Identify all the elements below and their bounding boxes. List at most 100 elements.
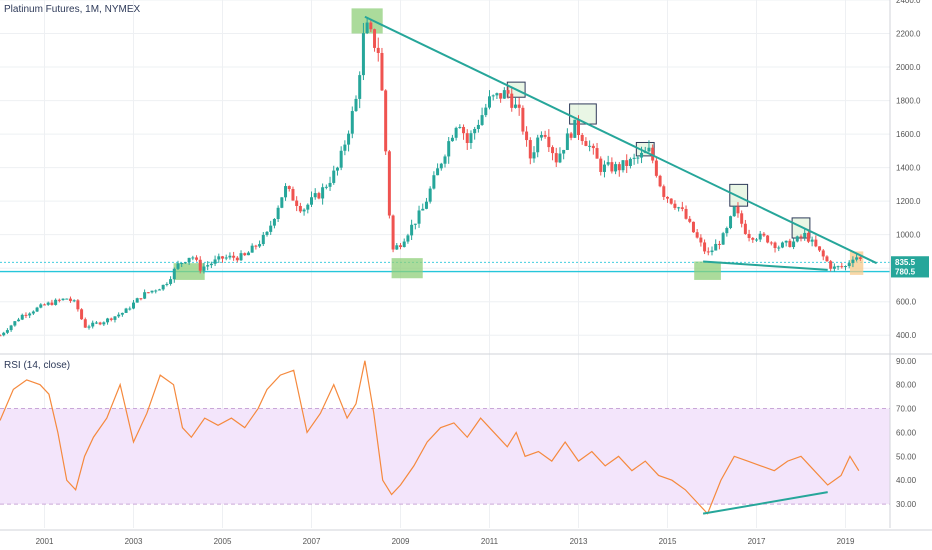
rsi-divergence-line bbox=[702, 491, 828, 515]
candle-body bbox=[488, 96, 491, 108]
candle-body bbox=[228, 255, 232, 258]
candle-body bbox=[810, 239, 814, 242]
candle-body bbox=[406, 235, 410, 242]
candle-body bbox=[551, 147, 555, 154]
candle-body bbox=[402, 241, 406, 248]
candle-body bbox=[521, 107, 525, 132]
candle-body bbox=[269, 225, 273, 232]
time-tick-label: 2019 bbox=[837, 537, 855, 546]
time-tick-label: 2011 bbox=[481, 537, 499, 546]
candle-body bbox=[606, 162, 610, 165]
candles bbox=[0, 17, 862, 337]
candle-body bbox=[424, 201, 428, 209]
candle-body bbox=[450, 137, 454, 142]
candle-body bbox=[751, 238, 755, 240]
candle-body bbox=[258, 244, 262, 247]
candle-body bbox=[821, 250, 825, 257]
candle-body bbox=[784, 240, 788, 243]
rsi-tick-label: 80.00 bbox=[896, 381, 917, 390]
candle-body bbox=[847, 263, 851, 267]
candle-body bbox=[380, 52, 384, 91]
candle-body bbox=[658, 175, 662, 187]
trendlines bbox=[364, 15, 878, 271]
candle-body bbox=[436, 168, 440, 176]
candle-body bbox=[721, 233, 725, 245]
candle-body bbox=[632, 157, 636, 159]
candle-body bbox=[836, 266, 840, 268]
candle-body bbox=[528, 140, 532, 159]
candle-body bbox=[102, 322, 106, 325]
candle-body bbox=[143, 292, 147, 299]
candle-body bbox=[858, 257, 862, 259]
chart-title: Platinum Futures, 1M, NYMEX bbox=[4, 4, 141, 15]
time-tick-label: 2013 bbox=[570, 537, 588, 546]
highlight-box bbox=[694, 261, 721, 280]
rsi-tick-label: 30.00 bbox=[896, 500, 917, 509]
candle-body bbox=[591, 145, 595, 149]
candle-body bbox=[246, 252, 250, 256]
candle-body bbox=[565, 133, 569, 150]
candle-body bbox=[762, 233, 766, 236]
candle-body bbox=[769, 242, 773, 244]
candle-body bbox=[717, 243, 721, 245]
candle-body bbox=[640, 152, 644, 158]
time-tick-label: 2015 bbox=[659, 537, 677, 546]
candle-body bbox=[766, 235, 770, 243]
price-tag-text: 780.5 bbox=[895, 267, 916, 276]
horizontal-lines bbox=[0, 261, 890, 273]
candle-body bbox=[176, 263, 180, 269]
candle-body bbox=[502, 90, 506, 99]
candle-body bbox=[224, 257, 228, 259]
candle-body bbox=[232, 255, 236, 258]
candle-body bbox=[157, 289, 161, 291]
candle-body bbox=[473, 128, 477, 134]
candle-body bbox=[358, 75, 362, 99]
candle-body bbox=[5, 330, 9, 333]
candle-body bbox=[677, 207, 681, 209]
candle-body bbox=[376, 47, 380, 53]
candle-body bbox=[154, 290, 158, 292]
candle-body bbox=[373, 29, 377, 48]
candle-body bbox=[647, 147, 651, 152]
candle-body bbox=[732, 206, 736, 217]
candle-body bbox=[536, 137, 540, 153]
candle-body bbox=[24, 314, 28, 316]
rsi-tick-label: 60.00 bbox=[896, 428, 917, 437]
candle-body bbox=[76, 300, 80, 310]
rsi-title: RSI (14, close) bbox=[4, 360, 71, 371]
candle-body bbox=[68, 298, 72, 301]
candle-body bbox=[235, 257, 239, 261]
candle-body bbox=[369, 22, 373, 30]
candle-body bbox=[666, 196, 669, 199]
candle-body bbox=[43, 304, 46, 306]
candle-body bbox=[636, 157, 640, 159]
highlight-box bbox=[729, 183, 749, 207]
candle-body bbox=[202, 266, 206, 271]
candle-body bbox=[832, 266, 836, 269]
candle-body bbox=[413, 223, 417, 225]
rsi-band bbox=[0, 408, 890, 505]
candle-body bbox=[621, 160, 625, 171]
time-tick-label: 2005 bbox=[214, 537, 232, 546]
candle-body bbox=[417, 210, 421, 224]
candle-body bbox=[169, 279, 173, 284]
price-tick-label: 400.0 bbox=[896, 331, 917, 340]
candle-body bbox=[543, 135, 547, 137]
rsi-line bbox=[0, 360, 860, 515]
candle-body bbox=[0, 335, 2, 337]
candle-body bbox=[9, 325, 13, 331]
time-tick-label: 2003 bbox=[125, 537, 143, 546]
candle-body bbox=[569, 133, 573, 138]
candle-body bbox=[46, 302, 50, 305]
price-tick-label: 1000.0 bbox=[896, 231, 921, 240]
candle-body bbox=[476, 124, 480, 129]
candle-body bbox=[365, 22, 369, 34]
candle-body bbox=[135, 298, 139, 303]
candle-body bbox=[335, 167, 339, 171]
candle-body bbox=[510, 93, 514, 108]
rsi-series bbox=[0, 360, 860, 515]
highlight-box bbox=[391, 258, 423, 279]
candle-body bbox=[139, 298, 143, 300]
candle-body bbox=[513, 104, 517, 108]
candle-body bbox=[454, 127, 458, 138]
